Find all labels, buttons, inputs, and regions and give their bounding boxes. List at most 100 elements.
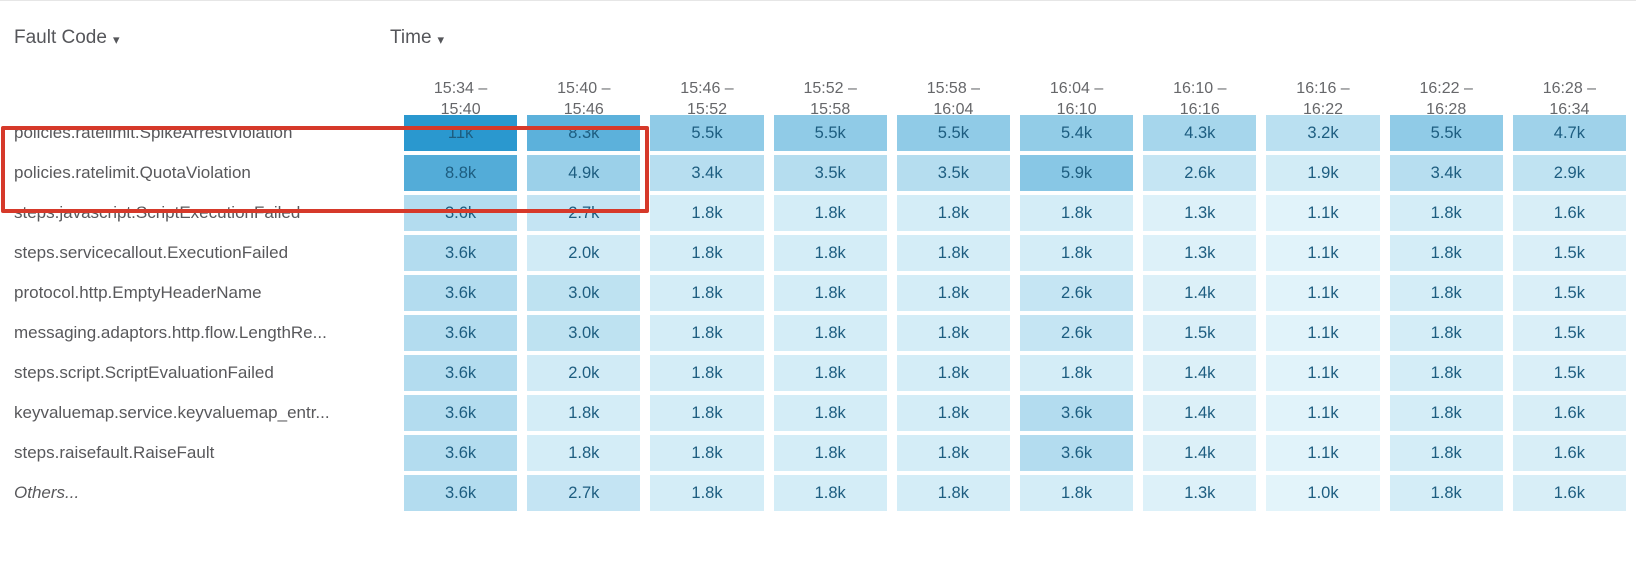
- heatmap-cell[interactable]: 2.0k: [527, 355, 641, 391]
- heatmap-cell[interactable]: 1.6k: [1512, 195, 1626, 231]
- heatmap-cell[interactable]: 1.0k: [1266, 475, 1380, 511]
- heatmap-cell[interactable]: 1.4k: [1143, 435, 1257, 471]
- heatmap-cell[interactable]: 11k: [404, 115, 518, 151]
- heatmap-cell[interactable]: 1.8k: [1019, 235, 1134, 271]
- heatmap-cell[interactable]: 1.8k: [773, 355, 887, 391]
- heatmap-cell[interactable]: 1.8k: [1389, 395, 1503, 431]
- heatmap-cell[interactable]: 1.1k: [1266, 195, 1380, 231]
- heatmap-cell[interactable]: 3.6k: [404, 435, 518, 471]
- heatmap-cell[interactable]: 1.8k: [650, 395, 764, 431]
- heatmap-cell[interactable]: 1.1k: [1266, 235, 1380, 271]
- heatmap-cell[interactable]: 1.5k: [1512, 355, 1626, 391]
- heatmap-cell[interactable]: 1.8k: [650, 435, 764, 471]
- heatmap-cell[interactable]: 1.9k: [1266, 155, 1380, 191]
- heatmap-cell[interactable]: 1.8k: [1389, 195, 1503, 231]
- heatmap-cell[interactable]: 1.4k: [1143, 395, 1257, 431]
- heatmap-cell[interactable]: 1.8k: [1389, 475, 1503, 511]
- heatmap-cell[interactable]: 3.6k: [404, 235, 518, 271]
- heatmap-cell[interactable]: 1.8k: [1389, 235, 1503, 271]
- heatmap-cell[interactable]: 1.3k: [1143, 475, 1257, 511]
- heatmap-cell[interactable]: 1.6k: [1512, 395, 1626, 431]
- heatmap-cell[interactable]: 1.8k: [896, 235, 1010, 271]
- heatmap-cell[interactable]: 1.1k: [1266, 435, 1380, 471]
- heatmap-cell[interactable]: 1.8k: [773, 435, 887, 471]
- heatmap-cell[interactable]: 3.2k: [1266, 115, 1380, 151]
- heatmap-cell[interactable]: 1.8k: [773, 275, 887, 311]
- heatmap-cell[interactable]: 1.8k: [773, 475, 887, 511]
- heatmap-cell[interactable]: 1.8k: [1389, 435, 1503, 471]
- heatmap-cell[interactable]: 1.3k: [1143, 235, 1257, 271]
- heatmap-cell[interactable]: 2.0k: [527, 235, 641, 271]
- heatmap-cell[interactable]: 1.8k: [1389, 275, 1503, 311]
- heatmap-cell[interactable]: 3.6k: [404, 275, 518, 311]
- heatmap-cell[interactable]: 3.4k: [650, 155, 764, 191]
- heatmap-cell[interactable]: 3.5k: [896, 155, 1010, 191]
- heatmap-cell[interactable]: 1.8k: [773, 195, 887, 231]
- heatmap-cell[interactable]: 1.8k: [1019, 195, 1134, 231]
- heatmap-cell[interactable]: 1.8k: [773, 235, 887, 271]
- heatmap-cell[interactable]: 1.8k: [1019, 475, 1134, 511]
- heatmap-cell[interactable]: 5.4k: [1019, 115, 1134, 151]
- heatmap-cell[interactable]: 8.3k: [527, 115, 641, 151]
- heatmap-cell[interactable]: 1.8k: [1389, 315, 1503, 351]
- heatmap-cell[interactable]: 1.8k: [527, 435, 641, 471]
- heatmap-cell[interactable]: 3.6k: [404, 395, 518, 431]
- heatmap-cell[interactable]: 2.6k: [1019, 315, 1134, 351]
- heatmap-cell[interactable]: 3.0k: [527, 275, 641, 311]
- heatmap-cell[interactable]: 3.0k: [527, 315, 641, 351]
- heatmap-cell[interactable]: 1.1k: [1266, 355, 1380, 391]
- heatmap-cell[interactable]: 1.8k: [896, 355, 1010, 391]
- heatmap-cell[interactable]: 1.8k: [650, 475, 764, 511]
- heatmap-cell[interactable]: 1.8k: [896, 395, 1010, 431]
- heatmap-cell[interactable]: 1.5k: [1143, 315, 1257, 351]
- heatmap-cell[interactable]: 3.6k: [404, 475, 518, 511]
- heatmap-cell[interactable]: 3.6k: [404, 355, 518, 391]
- heatmap-cell[interactable]: 1.8k: [896, 195, 1010, 231]
- heatmap-cell[interactable]: 1.8k: [773, 395, 887, 431]
- heatmap-cell[interactable]: 1.8k: [650, 355, 764, 391]
- heatmap-cell[interactable]: 1.5k: [1512, 275, 1626, 311]
- heatmap-cell[interactable]: 3.6k: [1019, 395, 1134, 431]
- heatmap-cell[interactable]: 2.7k: [527, 475, 641, 511]
- heatmap-cell[interactable]: 1.1k: [1266, 275, 1380, 311]
- heatmap-cell[interactable]: 1.1k: [1266, 315, 1380, 351]
- heatmap-cell[interactable]: 1.5k: [1512, 235, 1626, 271]
- fault-code-sort-dropdown[interactable]: Fault Code ▾: [14, 27, 119, 49]
- heatmap-cell[interactable]: 1.8k: [896, 435, 1010, 471]
- heatmap-cell[interactable]: 5.5k: [773, 115, 887, 151]
- heatmap-cell[interactable]: 1.8k: [896, 315, 1010, 351]
- heatmap-cell[interactable]: 1.8k: [650, 235, 764, 271]
- time-sort-dropdown[interactable]: Time ▾: [390, 27, 444, 49]
- heatmap-cell[interactable]: 3.6k: [404, 195, 518, 231]
- heatmap-cell[interactable]: 5.5k: [1389, 115, 1503, 151]
- heatmap-cell[interactable]: 1.8k: [650, 315, 764, 351]
- heatmap-cell[interactable]: 2.6k: [1019, 275, 1134, 311]
- heatmap-cell[interactable]: 1.8k: [1389, 355, 1503, 391]
- heatmap-cell[interactable]: 3.6k: [404, 315, 518, 351]
- heatmap-cell[interactable]: 4.3k: [1143, 115, 1257, 151]
- heatmap-cell[interactable]: 5.5k: [650, 115, 764, 151]
- heatmap-cell[interactable]: 3.4k: [1389, 155, 1503, 191]
- heatmap-cell[interactable]: 5.9k: [1019, 155, 1134, 191]
- heatmap-cell[interactable]: 1.6k: [1512, 475, 1626, 511]
- heatmap-cell[interactable]: 1.3k: [1143, 195, 1257, 231]
- heatmap-cell[interactable]: 1.8k: [527, 395, 641, 431]
- heatmap-cell[interactable]: 1.8k: [773, 315, 887, 351]
- heatmap-cell[interactable]: 3.5k: [773, 155, 887, 191]
- heatmap-cell[interactable]: 1.1k: [1266, 395, 1380, 431]
- heatmap-cell[interactable]: 2.9k: [1512, 155, 1626, 191]
- heatmap-cell[interactable]: 1.8k: [896, 275, 1010, 311]
- heatmap-cell[interactable]: 1.8k: [1019, 355, 1134, 391]
- heatmap-cell[interactable]: 1.5k: [1512, 315, 1626, 351]
- heatmap-cell[interactable]: 1.4k: [1143, 355, 1257, 391]
- heatmap-cell[interactable]: 1.8k: [650, 275, 764, 311]
- heatmap-cell[interactable]: 5.5k: [896, 115, 1010, 151]
- heatmap-cell[interactable]: 3.6k: [1019, 435, 1134, 471]
- heatmap-cell[interactable]: 1.6k: [1512, 435, 1626, 471]
- heatmap-cell[interactable]: 1.4k: [1143, 275, 1257, 311]
- heatmap-cell[interactable]: 8.8k: [404, 155, 518, 191]
- heatmap-cell[interactable]: 1.8k: [650, 195, 764, 231]
- heatmap-cell[interactable]: 1.8k: [896, 475, 1010, 511]
- heatmap-cell[interactable]: 2.7k: [527, 195, 641, 231]
- heatmap-cell[interactable]: 2.6k: [1143, 155, 1257, 191]
